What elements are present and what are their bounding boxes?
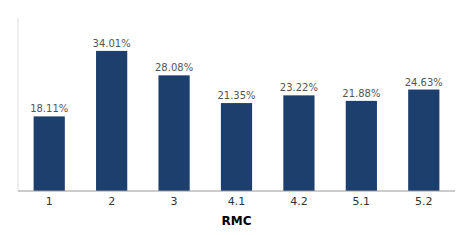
bar xyxy=(34,116,65,191)
y-axis-line xyxy=(18,18,19,191)
bars xyxy=(34,51,440,191)
x-tick-label: 5.1 xyxy=(353,195,371,208)
x-axis-line xyxy=(18,191,455,192)
chart-svg: 1 2 3 4.1 4.2 5.1 5.2 18.11% 34.01% 28.08% 21.35% 2… xyxy=(0,0,465,235)
bar xyxy=(96,51,127,191)
x-axis-label: RMC xyxy=(222,214,252,228)
bar xyxy=(221,103,252,191)
bar xyxy=(158,75,189,191)
x-tick-label: 4.1 xyxy=(228,195,246,208)
x-tick-label: 4.2 xyxy=(290,195,308,208)
x-tick-label: 5.2 xyxy=(415,195,433,208)
data-label: 28.08% xyxy=(155,62,193,73)
data-label: 21.35% xyxy=(217,90,255,101)
bar xyxy=(283,95,314,191)
data-label: 34.01% xyxy=(93,38,131,49)
x-tick-label: 1 xyxy=(46,195,53,208)
bar xyxy=(346,101,377,191)
bar xyxy=(408,90,439,191)
x-tick-label: 2 xyxy=(108,195,115,208)
data-label: 18.11% xyxy=(30,103,68,114)
data-label: 21.88% xyxy=(342,88,380,99)
x-tick-label: 3 xyxy=(171,195,178,208)
data-label: 24.63% xyxy=(405,77,443,88)
chart-container: 1 2 3 4.1 4.2 5.1 5.2 18.11% 34.01% 28.08% 21.35% 2… xyxy=(0,0,465,235)
data-label: 23.22% xyxy=(280,82,318,93)
